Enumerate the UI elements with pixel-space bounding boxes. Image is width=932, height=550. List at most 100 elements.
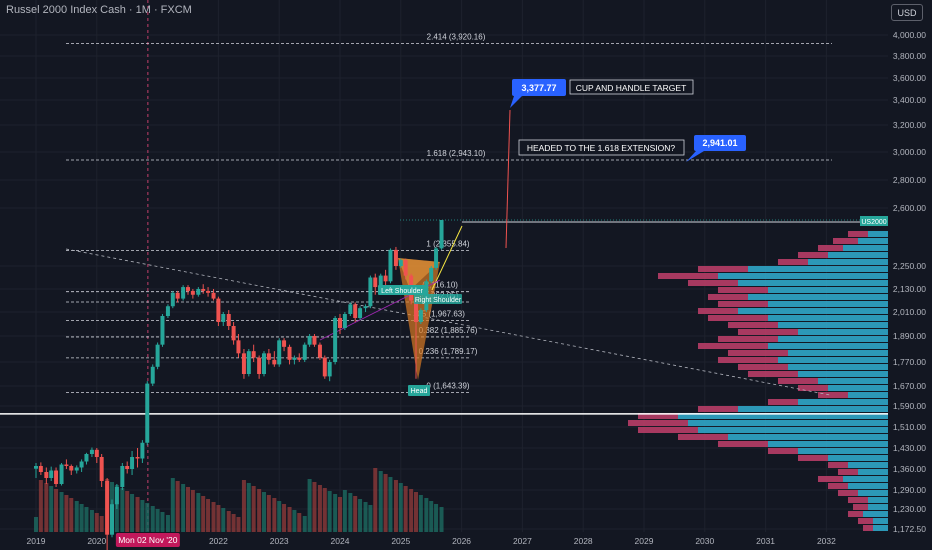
profile-bar-up xyxy=(798,371,888,377)
volume-bar xyxy=(312,482,317,532)
left-shoulder-box xyxy=(378,285,426,295)
profile-bar-up xyxy=(828,252,888,258)
volume-bar xyxy=(317,485,322,532)
profile-bar-up xyxy=(873,525,888,531)
volume-bar xyxy=(38,480,43,532)
profile-bar-down xyxy=(718,441,768,447)
extension-text: HEADED TO THE 1.618 EXTENSION? xyxy=(527,143,676,153)
profile-bar-down xyxy=(833,238,858,244)
fib-level-label: 0.236 (1,789.17) xyxy=(419,347,478,356)
extension-pointer xyxy=(686,151,704,162)
candle-body xyxy=(398,260,403,266)
volume-bar xyxy=(282,504,287,532)
volume-bar xyxy=(170,478,175,532)
volume-bar xyxy=(64,495,69,532)
volume-bar xyxy=(353,496,358,532)
candles xyxy=(34,220,444,550)
candle-body xyxy=(429,267,434,282)
candle-body xyxy=(307,336,312,345)
profile-bar-up xyxy=(863,511,888,517)
candle-body xyxy=(105,481,110,535)
profile-bar-down xyxy=(738,329,798,335)
profile-bar-down xyxy=(778,259,808,265)
candle-body xyxy=(322,357,327,377)
volume-bar xyxy=(160,512,165,532)
candle-body xyxy=(120,466,125,487)
volume-bar xyxy=(424,498,429,532)
fib-level-label: 0 (1,643.39) xyxy=(426,382,469,391)
profile-bar-down xyxy=(838,490,858,496)
price-axis-panel xyxy=(888,0,932,550)
price-tick-label: 1,890.00 xyxy=(893,331,926,341)
profile-bar-down xyxy=(728,322,778,328)
candle-body xyxy=(130,457,135,469)
time-tick-label: 2032 xyxy=(817,536,836,546)
profile-bar-up xyxy=(738,280,888,286)
profile-bar-up xyxy=(843,476,888,482)
candle-body xyxy=(368,277,373,307)
candle-body xyxy=(38,466,43,472)
candle-body xyxy=(211,292,216,299)
profile-bar-down xyxy=(853,504,868,510)
candle-body xyxy=(393,249,398,266)
volume-bar xyxy=(338,497,342,532)
profile-bar-up xyxy=(848,392,888,398)
candle-body xyxy=(363,306,368,309)
trend-line xyxy=(65,248,831,396)
volume-bar xyxy=(130,494,135,532)
volume-bar xyxy=(368,505,373,532)
profile-bar-down xyxy=(708,294,748,300)
price-tick-label: 1,770.00 xyxy=(893,357,926,367)
candle-body xyxy=(414,300,418,322)
target-pointer xyxy=(510,96,522,108)
candle-body xyxy=(89,449,94,454)
candle-body xyxy=(206,290,211,293)
volume-bar xyxy=(84,507,89,532)
price-tick-label: 4,000.00 xyxy=(893,30,926,40)
volume-bar xyxy=(74,501,79,532)
profile-bar-down xyxy=(768,399,798,405)
candle-body xyxy=(34,466,38,469)
volume-bar xyxy=(181,484,186,532)
profile-bar-down xyxy=(798,385,828,391)
profile-bar-down xyxy=(848,511,863,517)
volume-bar xyxy=(342,490,347,532)
price-tick-label: 1,360.00 xyxy=(893,464,926,474)
profile-bar-up xyxy=(718,273,888,279)
currency-button[interactable]: USD xyxy=(891,4,923,21)
volume-bar xyxy=(414,492,418,532)
volume-bar xyxy=(383,474,388,532)
time-tick-label: 2023 xyxy=(270,536,289,546)
time-axis: 2019 2020 2022 2023 2024 2025 2026 2027 2028 2029… xyxy=(27,533,836,547)
volume-bar xyxy=(221,508,226,532)
profile-bar-up xyxy=(768,343,888,349)
candle-body xyxy=(49,470,54,478)
profile-bar-up xyxy=(788,364,888,370)
volume-bar xyxy=(373,468,378,532)
candle-body xyxy=(186,287,190,291)
candle-body xyxy=(262,353,266,374)
volume-bar xyxy=(196,493,201,532)
volume-bar xyxy=(231,514,236,532)
projection-line xyxy=(505,109,511,249)
candle-body xyxy=(99,457,104,481)
profile-bar-down xyxy=(818,245,843,251)
candle-body xyxy=(226,314,231,326)
volume-bar xyxy=(262,492,266,532)
volume-bar xyxy=(140,500,145,532)
profile-bar-up xyxy=(848,462,888,468)
volume-bar xyxy=(388,477,393,532)
profile-bar-up xyxy=(868,504,888,510)
candle-body xyxy=(196,289,201,295)
volume-bar xyxy=(69,498,74,532)
time-tick-label: 2024 xyxy=(331,536,350,546)
profile-bar-up xyxy=(728,434,888,440)
profile-bar-down xyxy=(768,448,798,454)
profile-bar-down xyxy=(658,273,718,279)
profile-bar-up xyxy=(748,294,888,300)
profile-bar-up xyxy=(873,518,888,524)
volume-bar xyxy=(150,506,155,532)
volume-bar xyxy=(266,495,271,532)
profile-bar-down xyxy=(848,497,868,503)
